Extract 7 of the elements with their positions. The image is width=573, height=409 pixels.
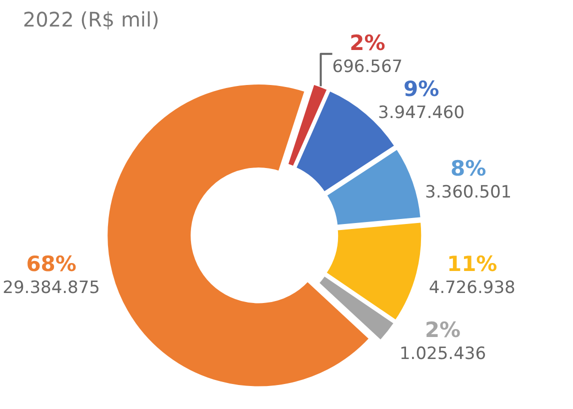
data-label: 2% 696.567 bbox=[332, 30, 403, 77]
data-label: 11% 4.726.938 bbox=[428, 252, 516, 298]
data-label: 8% 3.360.501 bbox=[425, 156, 512, 202]
data-label: 68% 29.384.875 bbox=[2, 252, 100, 298]
chart-title: 2022 (R$ mil) bbox=[22, 7, 160, 32]
data-label: 2% 1.025.436 bbox=[399, 318, 486, 364]
data-label: 9% 3.947.460 bbox=[378, 76, 465, 123]
